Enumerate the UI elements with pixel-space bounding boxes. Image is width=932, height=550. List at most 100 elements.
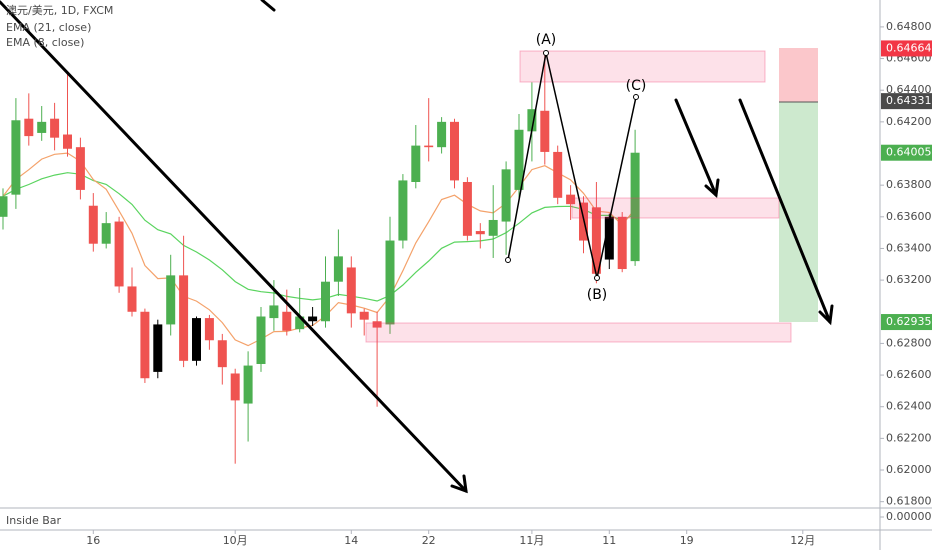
y-tick-label: 0.61800 bbox=[886, 495, 932, 508]
x-tick-label: 14 bbox=[344, 534, 358, 547]
candle-body bbox=[566, 194, 576, 205]
candle-body bbox=[0, 196, 8, 217]
vertex bbox=[505, 257, 511, 263]
wave-label: (A) bbox=[536, 32, 557, 48]
y-tick-label: 0.62200 bbox=[886, 431, 932, 444]
candle-body bbox=[514, 129, 524, 190]
indicator-tick-label: 0.00000 bbox=[886, 510, 932, 523]
candle-body bbox=[411, 145, 421, 182]
candle-body bbox=[140, 311, 150, 379]
legend-entry: EMA (8, close) bbox=[6, 36, 84, 49]
x-tick-label: 11月 bbox=[519, 534, 544, 547]
price-tag-label: 0.62935 bbox=[886, 315, 932, 328]
price-tag-label: 0.64331 bbox=[886, 94, 932, 107]
vertex bbox=[543, 50, 549, 56]
candle-body bbox=[553, 151, 563, 198]
price-tag-label: 0.64005 bbox=[886, 146, 932, 159]
trend-line bbox=[260, 0, 276, 12]
y-tick-label: 0.62800 bbox=[886, 336, 932, 349]
candle-body bbox=[321, 281, 330, 322]
candle-body bbox=[359, 311, 369, 320]
zone bbox=[571, 197, 780, 219]
candle-body bbox=[101, 223, 111, 244]
price-tag-label: 0.64664 bbox=[886, 41, 932, 54]
y-tick-label: 0.62000 bbox=[886, 463, 932, 476]
chart-title: 澳元/美元, 1D, FXCM bbox=[6, 4, 113, 17]
x-tick-label: 12月 bbox=[790, 534, 815, 547]
candle-body bbox=[462, 181, 472, 236]
arrow bbox=[674, 98, 718, 197]
candle-body bbox=[346, 267, 356, 314]
candle-body bbox=[475, 231, 485, 235]
x-tick-label: 11 bbox=[602, 534, 616, 547]
y-tick-label: 0.64400 bbox=[886, 83, 932, 96]
y-tick-label: 0.62400 bbox=[886, 400, 932, 413]
legend-entry: EMA (21, close) bbox=[6, 21, 91, 34]
y-tick-label: 0.63800 bbox=[886, 178, 932, 191]
y-tick-label: 0.63400 bbox=[886, 241, 932, 254]
stop-zone bbox=[779, 48, 818, 102]
candle-body bbox=[269, 305, 279, 319]
candle-body bbox=[604, 216, 614, 260]
ema-line bbox=[2, 152, 636, 347]
y-tick-label: 0.62600 bbox=[886, 368, 932, 381]
candle-body bbox=[333, 256, 343, 282]
candle-body bbox=[127, 286, 137, 312]
price-tag bbox=[881, 40, 932, 57]
candle-body bbox=[256, 316, 266, 364]
candle-body bbox=[217, 340, 227, 368]
x-tick-label: 16 bbox=[86, 534, 100, 547]
candle-body bbox=[501, 169, 511, 222]
drawings: (A) (B) (C) bbox=[0, 0, 834, 494]
indicator-name: Inside Bar bbox=[6, 514, 62, 527]
zone bbox=[519, 50, 766, 83]
candle-body bbox=[192, 318, 201, 361]
x-tick-label: 10月 bbox=[223, 534, 248, 547]
vertex bbox=[594, 275, 600, 281]
candle-body bbox=[11, 120, 21, 195]
x-tick-label: 19 bbox=[680, 534, 694, 547]
vertex bbox=[633, 94, 639, 100]
ema-line bbox=[2, 172, 636, 302]
candle-body bbox=[153, 324, 163, 372]
candle-body bbox=[437, 121, 447, 148]
candle-body bbox=[166, 275, 176, 325]
arrow-head bbox=[450, 474, 468, 494]
price-tag bbox=[881, 314, 932, 331]
candle-body bbox=[88, 205, 98, 244]
candle-body bbox=[282, 311, 292, 331]
candle-body bbox=[24, 118, 34, 137]
arrow-head bbox=[704, 178, 720, 199]
candle-body bbox=[385, 240, 395, 325]
candle-body bbox=[488, 219, 498, 236]
arrow-head bbox=[818, 304, 834, 326]
y-tick-label: 0.64200 bbox=[886, 115, 932, 128]
price-tag bbox=[881, 144, 932, 161]
candle-body bbox=[630, 152, 640, 262]
candle-body bbox=[63, 134, 72, 149]
wave-label: (C) bbox=[626, 78, 647, 94]
candle-body bbox=[424, 145, 434, 148]
candle-body bbox=[114, 221, 124, 287]
price-tag bbox=[881, 93, 932, 110]
candle-body bbox=[179, 275, 189, 361]
zone bbox=[365, 322, 792, 343]
candle-body bbox=[230, 373, 240, 401]
trend-line bbox=[0, 0, 468, 493]
arrow bbox=[738, 98, 832, 324]
wave-label: (B) bbox=[587, 287, 608, 303]
candle-body bbox=[591, 207, 601, 274]
y-tick-label: 0.63600 bbox=[886, 210, 932, 223]
candle-body bbox=[295, 316, 305, 330]
plot-area bbox=[0, 52, 640, 464]
candle-body bbox=[75, 147, 85, 190]
candle-body bbox=[50, 118, 60, 138]
candle-body bbox=[527, 109, 537, 132]
candle-body bbox=[617, 216, 627, 270]
candle-body bbox=[372, 321, 382, 328]
x-tick-label: 22 bbox=[422, 534, 436, 547]
y-tick-label: 0.63200 bbox=[886, 273, 932, 286]
candle-body bbox=[37, 121, 47, 133]
